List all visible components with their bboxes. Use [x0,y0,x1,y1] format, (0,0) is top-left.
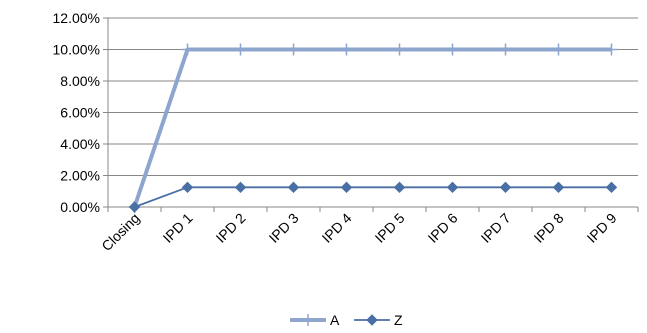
diamond-marker [393,181,406,194]
axes [103,17,639,212]
x-tick-label: IPD 8 [531,210,567,246]
y-tick-label: 8.00% [60,73,100,89]
legend-item-A: A [290,312,340,328]
x-tick-label: IPD 3 [266,210,302,246]
x-tick-label: IPD 7 [478,210,514,246]
series-Z [128,181,618,213]
y-tick-label: 6.00% [60,105,100,121]
plus-marker [234,43,247,56]
plus-marker [552,43,565,56]
plus-marker [302,314,314,326]
plus-marker [181,43,194,56]
y-tick-label: 0.00% [60,199,100,215]
diamond-marker [234,181,247,194]
x-tick-label: IPD 6 [425,210,461,246]
x-tick-label: Closing [98,210,142,254]
diamond-marker [499,181,512,194]
plus-marker [287,43,300,56]
y-axis-tick-labels: 0.00% 2.00% 4.00% 6.00% 8.00% 10.00% 12.00% [53,10,100,215]
diamond-marker [340,181,353,194]
diamond-marker [446,181,459,194]
series-layer [128,43,618,213]
plus-marker [340,43,353,56]
plus-marker [499,43,512,56]
series-line [132,47,612,208]
y-tick-label: 10.00% [53,42,100,58]
legend-label: A [330,312,340,328]
diamond-marker [181,181,194,194]
y-tick-label: 2.00% [60,168,100,184]
legend-item-Z: Z [354,312,403,328]
x-tick-label: IPD 2 [213,210,249,246]
diamond-marker [552,181,565,194]
diamond-marker [366,314,378,326]
x-tick-label: IPD 1 [160,210,196,246]
plus-marker [605,43,618,56]
legend-label: Z [394,312,403,328]
x-axis-tick-labels: Closing IPD 1 IPD 2 IPD 3 IPD 4 IPD 5 IPD 6 IPD… [98,210,619,254]
plus-marker [393,43,406,56]
diamond-marker [605,181,618,194]
grid-lines [108,17,638,176]
series-line [134,186,612,208]
plus-marker [446,43,459,56]
x-tick-label: IPD 9 [584,210,620,246]
x-tick-label: IPD 5 [372,210,408,246]
y-tick-label: 4.00% [60,136,100,152]
x-tick-label: IPD 4 [319,210,355,246]
diamond-marker [128,201,141,213]
diamond-marker [287,181,300,194]
y-tick-label: 12.00% [53,10,100,26]
